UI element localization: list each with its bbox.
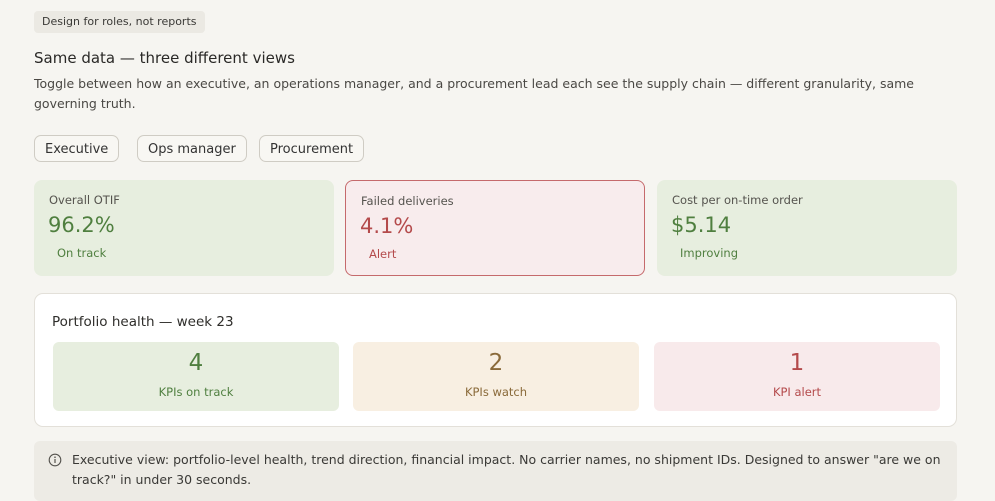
health-box: 2 KPIs watch [353, 342, 639, 411]
description: Toggle between how an executive, an oper… [34, 76, 914, 111]
tab[interactable]: Executive [34, 135, 120, 162]
health-label: KPI alert [772, 385, 822, 399]
health-label: KPIs on track [158, 385, 234, 399]
portfolio-panel: Portfolio health — week 23 4 KPIs on tra… [34, 293, 957, 427]
tag: Design for roles, not reports [34, 11, 205, 33]
kpi-value: $5.14 [671, 213, 732, 237]
kpi-label: Cost per on-time order [672, 193, 803, 207]
kpi-value: 96.2% [48, 213, 115, 237]
kpi-status: Alert [369, 247, 397, 261]
note-box: Executive view: portfolio-level health, … [34, 441, 957, 501]
kpi-card: Cost per on-time order $5.14 Improving [657, 180, 957, 276]
health-box: 1 KPI alert [654, 342, 940, 411]
health-count: 4 [188, 350, 204, 376]
kpi-label: Overall OTIF [49, 193, 120, 207]
note-text: Executive view: portfolio-level health, … [72, 452, 941, 487]
tab[interactable]: Ops manager [137, 135, 247, 162]
kpi-status: Improving [680, 246, 738, 260]
tab[interactable]: Procurement [259, 135, 365, 162]
kpi-card: Failed deliveries 4.1% Alert [345, 180, 645, 276]
kpi-status: On track [57, 246, 107, 260]
kpi-card: Overall OTIF 96.2% On track [34, 180, 334, 276]
kpi-value: 4.1% [360, 214, 414, 238]
health-count: 2 [488, 350, 504, 376]
info-icon [48, 453, 62, 467]
health-count: 1 [789, 350, 805, 376]
health-box: 4 KPIs on track [53, 342, 339, 411]
health-label: KPIs watch [464, 385, 528, 399]
panel-title: Portfolio health — week 23 [52, 314, 234, 330]
heading: Same data — three different views [34, 49, 295, 67]
kpi-label: Failed deliveries [361, 194, 454, 208]
